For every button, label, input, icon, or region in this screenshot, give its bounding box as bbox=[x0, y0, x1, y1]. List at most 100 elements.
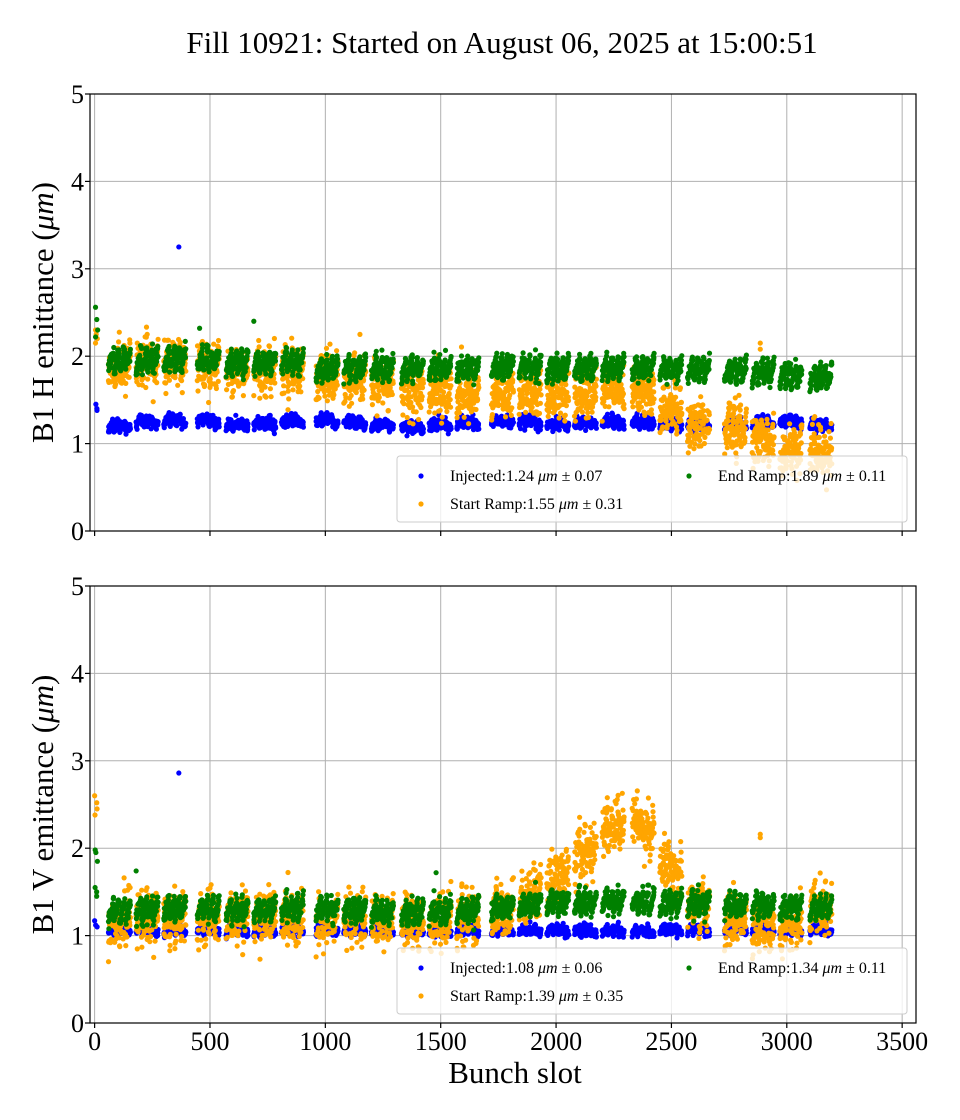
data-point bbox=[116, 329, 122, 335]
data-point bbox=[700, 402, 706, 408]
data-point bbox=[297, 383, 303, 389]
data-point bbox=[798, 450, 804, 457]
data-point bbox=[799, 422, 805, 428]
data-point bbox=[127, 426, 133, 432]
data-point bbox=[266, 343, 273, 349]
data-point bbox=[523, 409, 529, 415]
data-point bbox=[757, 449, 763, 455]
data-point bbox=[448, 404, 454, 410]
data-point bbox=[562, 412, 568, 418]
data-point bbox=[335, 420, 341, 427]
data-point bbox=[273, 425, 279, 431]
data-point bbox=[725, 418, 731, 424]
data-point-outlier bbox=[757, 346, 763, 352]
data-point bbox=[138, 412, 145, 418]
data-point bbox=[593, 420, 599, 426]
data-point bbox=[374, 413, 380, 419]
data-point bbox=[489, 412, 495, 418]
data-point bbox=[256, 337, 262, 344]
data-point bbox=[826, 429, 832, 435]
data-point bbox=[589, 409, 595, 415]
data-point bbox=[257, 395, 263, 401]
data-point bbox=[143, 384, 149, 391]
data-point bbox=[150, 399, 156, 405]
data-point bbox=[334, 382, 340, 388]
data-point bbox=[592, 390, 598, 396]
data-point bbox=[195, 388, 201, 394]
data-point bbox=[419, 393, 425, 400]
data-point bbox=[673, 394, 679, 400]
data-point bbox=[797, 431, 804, 437]
data-point bbox=[770, 448, 776, 454]
data-point bbox=[418, 404, 424, 411]
data-point bbox=[702, 434, 708, 440]
data-point bbox=[529, 404, 535, 410]
data-point bbox=[606, 404, 612, 410]
data-point bbox=[678, 399, 685, 405]
data-point bbox=[216, 416, 222, 422]
data-point bbox=[92, 340, 99, 346]
data-point bbox=[369, 402, 375, 408]
data-point bbox=[263, 394, 269, 400]
data-point bbox=[770, 442, 777, 448]
data-point bbox=[95, 327, 101, 333]
data-point bbox=[593, 383, 599, 389]
data-point bbox=[410, 421, 416, 427]
data-point bbox=[215, 378, 221, 384]
data-point bbox=[324, 398, 330, 404]
data-point bbox=[179, 378, 185, 384]
data-point bbox=[651, 389, 657, 395]
data-point bbox=[448, 383, 454, 389]
data-point bbox=[565, 398, 572, 404]
data-point-outlier bbox=[176, 244, 182, 250]
data-point bbox=[376, 394, 382, 400]
data-point bbox=[771, 434, 777, 440]
data-point bbox=[334, 348, 340, 354]
data-point bbox=[538, 423, 544, 429]
data-point-outlier bbox=[757, 340, 763, 346]
data-point bbox=[123, 380, 129, 386]
data-point bbox=[798, 440, 804, 446]
data-point bbox=[476, 426, 482, 432]
data-point bbox=[420, 380, 426, 386]
data-point bbox=[510, 389, 516, 395]
data-point bbox=[348, 392, 354, 399]
data-point bbox=[385, 407, 391, 414]
data-point bbox=[92, 304, 99, 310]
data-point bbox=[444, 408, 450, 415]
data-point bbox=[155, 336, 161, 342]
data-point bbox=[286, 396, 292, 402]
data-point bbox=[685, 450, 691, 456]
data-point bbox=[300, 419, 306, 425]
data-point bbox=[439, 420, 445, 426]
data-point bbox=[476, 385, 482, 391]
data-point bbox=[180, 416, 186, 422]
data-point bbox=[706, 427, 713, 433]
data-point bbox=[674, 427, 680, 433]
data-point bbox=[771, 410, 777, 416]
data-point bbox=[827, 435, 834, 441]
data-point bbox=[316, 395, 322, 401]
data-point bbox=[508, 412, 514, 418]
data-point bbox=[822, 433, 828, 439]
data-point bbox=[678, 405, 684, 411]
data-point bbox=[240, 393, 246, 399]
data-point bbox=[144, 331, 150, 337]
data-point bbox=[448, 426, 454, 432]
data-point bbox=[195, 424, 201, 430]
data-point bbox=[298, 389, 304, 395]
data-point bbox=[621, 406, 627, 412]
data-point bbox=[765, 427, 771, 433]
data-point bbox=[179, 390, 185, 396]
data-point bbox=[770, 421, 776, 427]
data-point bbox=[175, 382, 181, 388]
data-point bbox=[322, 393, 328, 399]
data-point bbox=[737, 407, 743, 413]
data-point bbox=[360, 396, 366, 402]
data-point bbox=[454, 415, 460, 421]
data-point bbox=[593, 394, 599, 400]
data-point bbox=[323, 345, 330, 351]
data-point bbox=[473, 406, 479, 413]
data-point bbox=[92, 334, 99, 340]
